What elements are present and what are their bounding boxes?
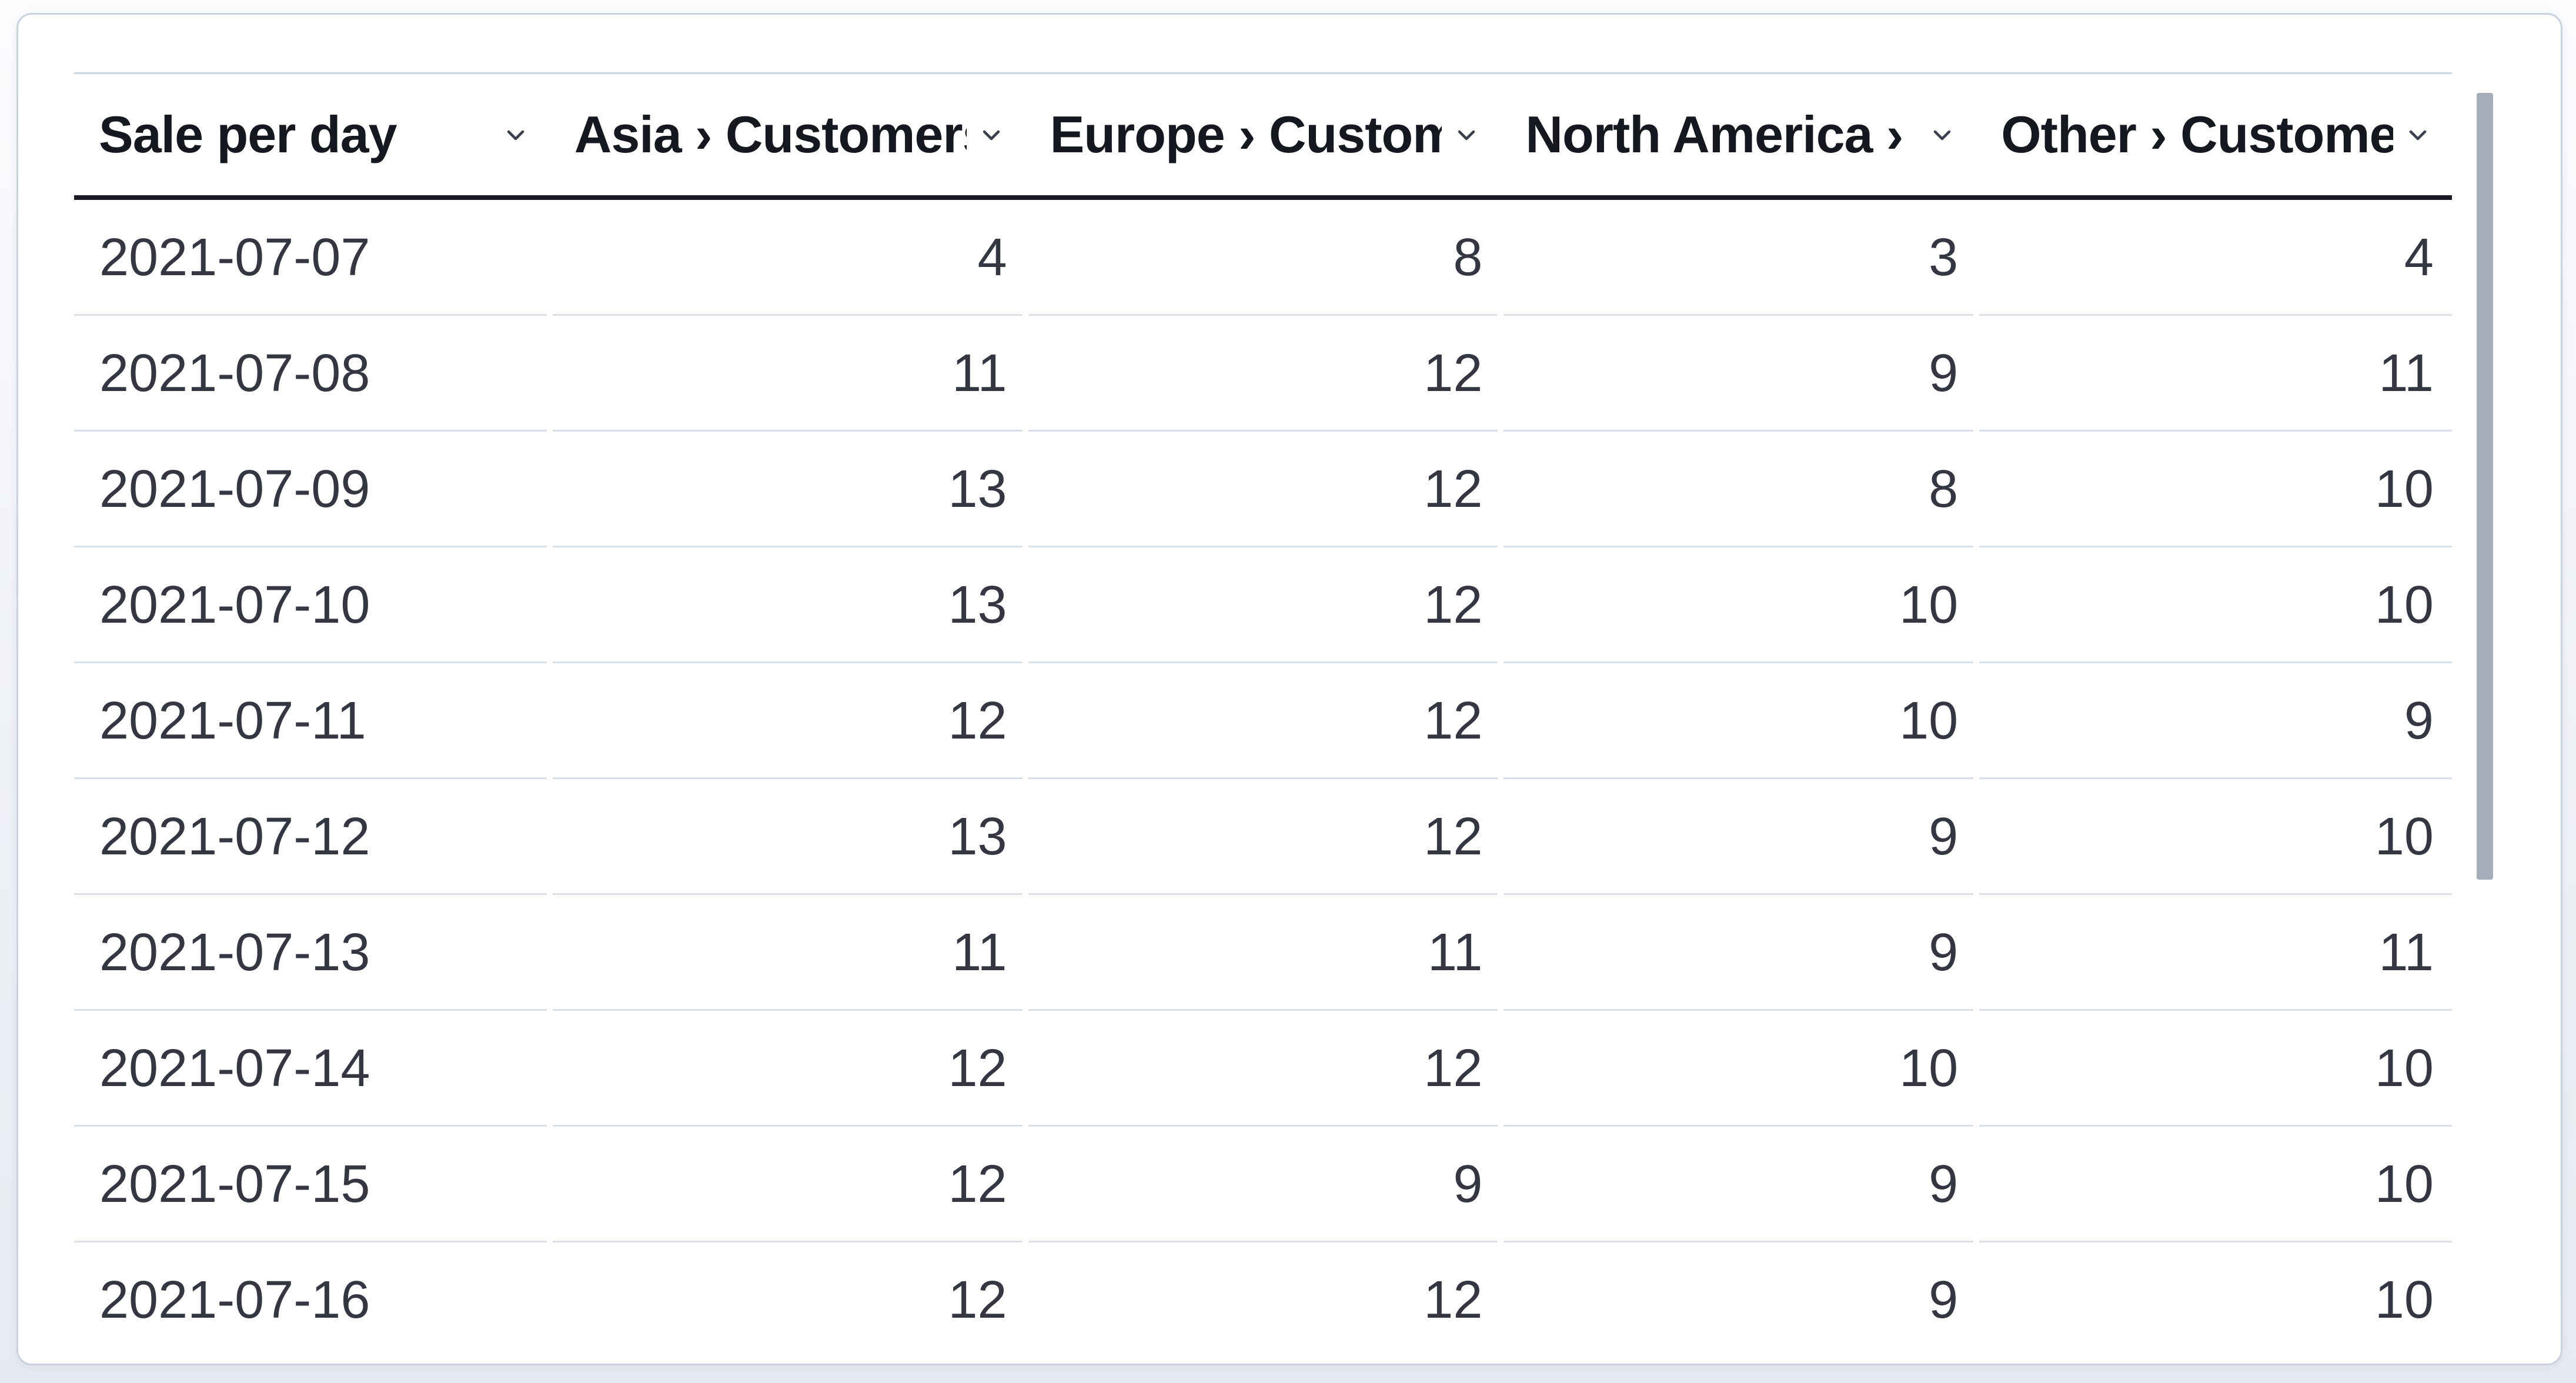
chevron-down-icon[interactable]: [499, 118, 532, 151]
value-cell: 10: [1501, 663, 1976, 779]
datatable-panel: Sale per day Asia › Customers Europe › Cus…: [16, 13, 2562, 1365]
value-cell: 11: [550, 895, 1025, 1011]
column-header-label: Europe › Customers: [1050, 105, 1442, 163]
value-cell: 12: [1025, 547, 1501, 663]
column-header-3[interactable]: North America › Customers: [1501, 74, 1976, 195]
value-cell: 9: [1501, 779, 1976, 895]
table-row: 2021-07-15 12 9 9 10: [74, 1127, 2452, 1242]
chevron-down-icon[interactable]: [975, 118, 1008, 151]
value-cell: 10: [1976, 432, 2452, 547]
value-cell: 13: [550, 779, 1025, 895]
value-cell: 10: [2374, 1271, 2434, 1329]
date-cell: 2021-07-11: [74, 663, 550, 779]
date-cell: 2021-07-10: [74, 547, 550, 663]
table-row: 2021-07-08 11 12 9 11: [74, 316, 2452, 432]
value-cell: 8: [1501, 432, 1976, 547]
table-row: 2021-07-13 11 11 9 11: [74, 895, 2452, 1011]
value-cell: 4: [550, 200, 1025, 316]
value-cell: 12: [948, 1271, 1007, 1329]
date-cell: 2021-07-08: [74, 316, 550, 432]
column-header-label: North America › Customers: [1525, 105, 1917, 163]
value-cell: 11: [1976, 316, 2452, 432]
value-cell: 12: [1025, 779, 1501, 895]
date-cell: 2021-07-16: [99, 1271, 370, 1329]
value-cell: 8: [1025, 200, 1501, 316]
value-cell: 10: [1976, 1127, 2452, 1242]
value-cell: 12: [550, 1127, 1025, 1242]
sales-table: Sale per day Asia › Customers Europe › Cus…: [74, 72, 2452, 1358]
value-cell: 11: [1976, 895, 2452, 1011]
table-row: 2021-07-14 12 12 10 10: [74, 1011, 2452, 1127]
value-cell: 13: [550, 547, 1025, 663]
value-cell: 9: [1501, 1127, 1976, 1242]
date-cell: 2021-07-09: [74, 432, 550, 547]
value-cell: 12: [1025, 316, 1501, 432]
value-cell: 10: [1976, 779, 2452, 895]
column-header-0[interactable]: Sale per day: [74, 74, 550, 195]
value-cell: 4: [1976, 200, 2452, 316]
date-cell: 2021-07-12: [74, 779, 550, 895]
value-cell: 9: [1976, 663, 2452, 779]
chevron-down-icon[interactable]: [1450, 118, 1483, 151]
column-header-label: Other › Customers: [2001, 105, 2393, 163]
table-row: 2021-07-10 13 12 10 10: [74, 547, 2452, 663]
date-cell: 2021-07-15: [74, 1127, 550, 1242]
table-header-row: Sale per day Asia › Customers Europe › Cus…: [74, 72, 2452, 200]
table-body: 2021-07-07 4 8 3 4 2021-07-08 11 12 9 11 2021-07-0…: [74, 200, 2452, 1358]
value-cell: 12: [1025, 663, 1501, 779]
column-header-1[interactable]: Asia › Customers: [550, 74, 1025, 195]
column-header-label: Sale per day: [99, 105, 397, 163]
value-cell: 12: [550, 1011, 1025, 1127]
value-cell: 10: [1976, 547, 2452, 663]
date-cell: 2021-07-07: [74, 200, 550, 316]
column-header-2[interactable]: Europe › Customers: [1025, 74, 1501, 195]
column-header-4[interactable]: Other › Customers: [1976, 74, 2452, 195]
date-cell: 2021-07-13: [74, 895, 550, 1011]
value-cell: 10: [1976, 1011, 2452, 1127]
table-row: 2021-07-11 12 12 10 9: [74, 663, 2452, 779]
value-cell: 12: [1025, 432, 1501, 547]
value-cell: 9: [1929, 1271, 1959, 1329]
value-cell: 9: [1025, 1127, 1501, 1242]
chevron-down-icon[interactable]: [1926, 118, 1959, 151]
value-cell: 3: [1501, 200, 1976, 316]
value-cell: 10: [1501, 547, 1976, 663]
date-cell: 2021-07-14: [74, 1011, 550, 1127]
value-cell: 12: [1424, 1271, 1483, 1329]
value-cell: 10: [1501, 1011, 1976, 1127]
value-cell: 12: [1025, 1011, 1501, 1127]
value-cell: 12: [550, 663, 1025, 779]
chevron-down-icon[interactable]: [2401, 118, 2434, 151]
column-header-label: Asia › Customers: [574, 105, 967, 163]
table-row: 2021-07-07 4 8 3 4: [74, 200, 2452, 316]
value-cell: 13: [550, 432, 1025, 547]
table-row: 2021-07-16 12 12 9 10: [74, 1242, 2452, 1358]
value-cell: 11: [1025, 895, 1501, 1011]
value-cell: 11: [550, 316, 1025, 432]
value-cell: 9: [1501, 895, 1976, 1011]
table-row: 2021-07-09 13 12 8 10: [74, 432, 2452, 547]
value-cell: 9: [1501, 316, 1976, 432]
vertical-scrollbar-thumb[interactable]: [2477, 93, 2493, 880]
table-row: 2021-07-12 13 12 9 10: [74, 779, 2452, 895]
